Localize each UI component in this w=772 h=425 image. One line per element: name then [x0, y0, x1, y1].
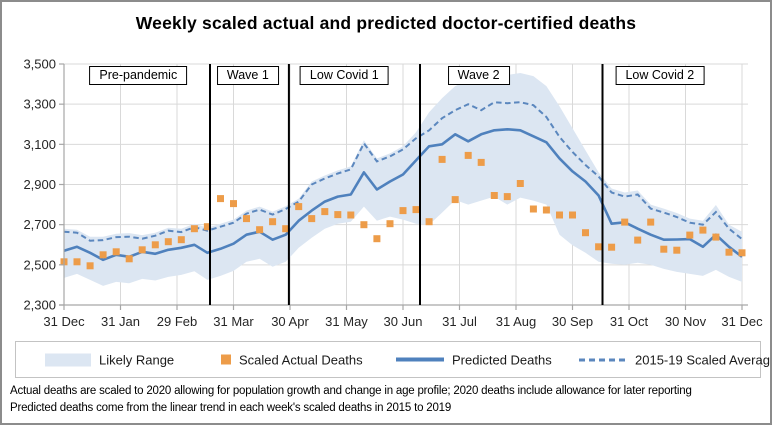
actual-deaths-swatch: [221, 354, 231, 365]
actual-death-marker: [282, 225, 290, 233]
footnote-line-1: Actual deaths are scaled to 2020 allowin…: [10, 385, 692, 397]
predicted-deaths-line: [63, 128, 743, 262]
actual-death-marker: [712, 233, 720, 241]
actual-death-marker: [699, 226, 707, 234]
y-axis-tick-label: 3,500: [23, 57, 56, 72]
x-axis-tick-label: 31 Jan: [101, 314, 140, 329]
likely-range-band: [64, 73, 742, 286]
period-label-low-covid-1: Low Covid 1: [299, 66, 389, 85]
x-axis-tick-label: 31 Aug: [496, 314, 537, 329]
legend-item-dashed: 2015-19 Scaled Average: [579, 352, 772, 367]
actual-death-marker: [660, 245, 668, 253]
actual-death-marker: [738, 249, 746, 257]
period-label-wave-2: Wave 2: [447, 66, 510, 85]
x-axis-tick-label: 31 Jul: [442, 314, 477, 329]
x-axis-tick-label: 30 Nov: [665, 314, 707, 329]
actual-death-marker: [725, 248, 733, 256]
actual-death-marker: [321, 208, 329, 216]
actual-death-marker: [360, 221, 368, 229]
y-axis-tick-label: 3,300: [23, 97, 56, 112]
actual-death-marker: [230, 200, 237, 208]
x-axis-tick-label: 31 May: [325, 314, 368, 329]
scaled-average-line: [63, 101, 743, 242]
actual-death-marker: [217, 195, 224, 203]
x-axis-tick-label: 31 Oct: [610, 314, 649, 329]
actual-death-marker: [412, 206, 420, 214]
actual-death-marker: [595, 243, 603, 251]
predicted-line-swatch: [396, 357, 444, 362]
footnote-line-2: Predicted deaths come from the linear tr…: [10, 402, 452, 414]
likely-range-swatch: [45, 353, 91, 366]
actual-death-marker: [190, 225, 198, 233]
actual-death-marker: [451, 196, 459, 204]
actual-death-marker: [569, 211, 576, 219]
actual-death-marker: [99, 251, 107, 259]
actual-death-marker: [503, 193, 511, 201]
y-axis-tick-label: 3,100: [23, 137, 56, 152]
legend-label: 2015-19 Scaled Average: [635, 352, 772, 367]
y-axis-tick-label: 2,700: [23, 217, 56, 232]
actual-death-marker: [73, 258, 81, 266]
actual-death-marker: [177, 236, 185, 244]
actual-death-marker: [138, 246, 146, 254]
actual-death-marker: [125, 255, 133, 263]
period-label-pre-pandemic: Pre-pandemic: [89, 66, 188, 85]
period-label-low-covid-2: Low Covid 2: [615, 66, 705, 85]
actual-death-marker: [556, 211, 563, 219]
actual-death-marker: [425, 218, 433, 226]
actual-death-marker: [686, 231, 694, 239]
actual-death-marker: [334, 211, 342, 219]
legend-item-square: Scaled Actual Deaths: [221, 352, 363, 367]
actual-death-marker: [542, 206, 550, 214]
legend-item-line: Predicted Deaths: [396, 352, 552, 367]
y-axis-tick-label: 2,900: [23, 177, 56, 192]
actual-death-marker: [399, 207, 407, 215]
actual-death-marker: [621, 218, 629, 226]
legend-label: Predicted Deaths: [452, 352, 552, 367]
actual-death-marker: [386, 220, 394, 228]
legend-item-band: Likely Range: [45, 352, 174, 367]
actual-death-marker: [269, 218, 277, 226]
actual-deaths-markers: [60, 151, 746, 270]
actual-death-marker: [477, 158, 485, 166]
actual-death-marker: [516, 180, 524, 187]
actual-death-marker: [112, 248, 120, 256]
period-label-wave-1: Wave 1: [216, 66, 279, 85]
x-axis-tick-label: 30 Jun: [383, 314, 422, 329]
actual-death-marker: [243, 215, 250, 223]
legend-label: Scaled Actual Deaths: [239, 352, 363, 367]
actual-death-marker: [347, 211, 355, 219]
actual-death-marker: [647, 218, 655, 226]
actual-death-marker: [295, 203, 303, 211]
actual-death-marker: [438, 155, 446, 163]
x-axis-tick-label: 31 Dec: [43, 314, 85, 329]
actual-death-marker: [86, 262, 94, 270]
actual-death-marker: [582, 229, 589, 237]
chart-legend: Likely Range Scaled Actual Deaths Predicte…: [15, 341, 770, 378]
x-axis-tick-label: 30 Sep: [552, 314, 593, 329]
actual-death-marker: [164, 238, 172, 246]
chart-title: Weekly scaled actual and predicted docto…: [135, 13, 637, 33]
actual-death-marker: [151, 241, 159, 249]
actual-death-marker: [608, 243, 616, 251]
actual-death-marker: [490, 192, 498, 199]
actual-death-marker: [529, 205, 537, 213]
x-axis-tick-label: 30 Apr: [271, 314, 309, 329]
x-axis-tick-label: 29 Feb: [157, 314, 197, 329]
actual-death-marker: [308, 215, 316, 223]
actual-death-marker: [464, 151, 472, 159]
actual-death-marker: [673, 246, 681, 254]
y-axis-tick-label: 2,500: [23, 257, 56, 272]
x-axis-tick-label: 31 Dec: [721, 314, 763, 329]
legend-label: Likely Range: [99, 352, 175, 367]
x-axis-tick-label: 31 Mar: [213, 314, 254, 329]
average-line-swatch: [579, 358, 627, 361]
actual-death-marker: [256, 226, 264, 234]
actual-death-marker: [203, 223, 211, 231]
y-axis-tick-label: 2,300: [23, 298, 56, 313]
actual-death-marker: [634, 236, 642, 244]
actual-death-marker: [373, 235, 381, 243]
